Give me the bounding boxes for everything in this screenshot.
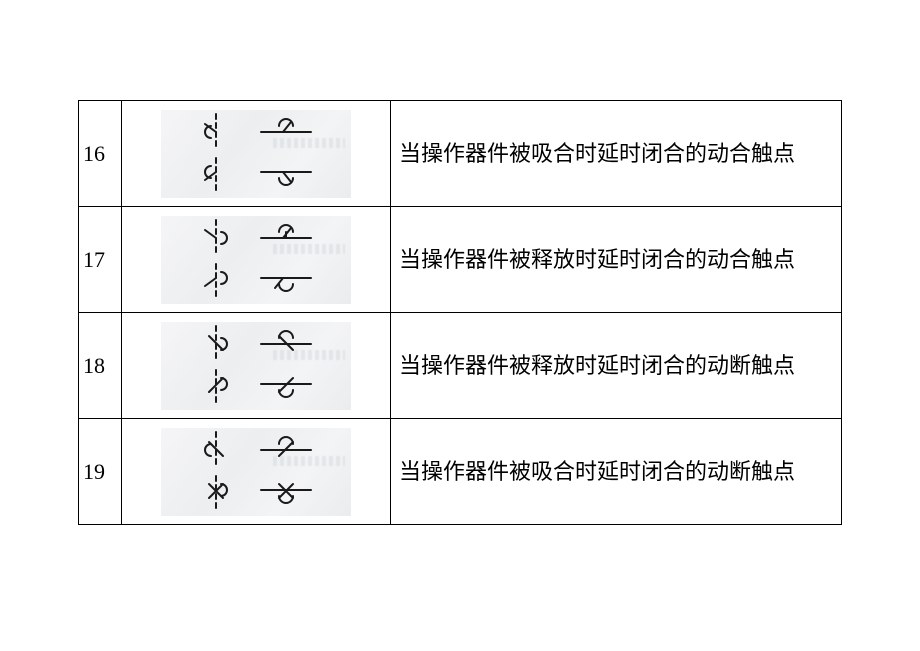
symbol-box bbox=[161, 216, 351, 304]
table-row: 18 bbox=[79, 313, 842, 419]
symbol-cell bbox=[122, 419, 391, 525]
symbol-svg-18 bbox=[161, 322, 351, 410]
symbol-cell bbox=[122, 313, 391, 419]
table-row: 16 bbox=[79, 101, 842, 207]
row-index: 19 bbox=[79, 419, 122, 525]
row-index: 16 bbox=[79, 101, 122, 207]
row-description: 当操作器件被释放时延时闭合的动合触点 bbox=[391, 207, 842, 313]
symbol-svg-19 bbox=[161, 428, 351, 516]
symbol-box bbox=[161, 322, 351, 410]
symbol-table: 16 bbox=[78, 100, 842, 525]
table-row: 19 bbox=[79, 419, 842, 525]
symbol-box bbox=[161, 110, 351, 198]
table: 16 bbox=[78, 100, 842, 525]
symbol-svg-17 bbox=[161, 216, 351, 304]
row-description: 当操作器件被吸合时延时闭合的动断触点 bbox=[391, 419, 842, 525]
symbol-cell bbox=[122, 207, 391, 313]
row-description: 当操作器件被吸合时延时闭合的动合触点 bbox=[391, 101, 842, 207]
row-index: 17 bbox=[79, 207, 122, 313]
symbol-svg-16 bbox=[161, 110, 351, 198]
row-index: 18 bbox=[79, 313, 122, 419]
symbol-cell bbox=[122, 101, 391, 207]
symbol-box bbox=[161, 428, 351, 516]
row-description: 当操作器件被释放时延时闭合的动断触点 bbox=[391, 313, 842, 419]
table-row: 17 bbox=[79, 207, 842, 313]
